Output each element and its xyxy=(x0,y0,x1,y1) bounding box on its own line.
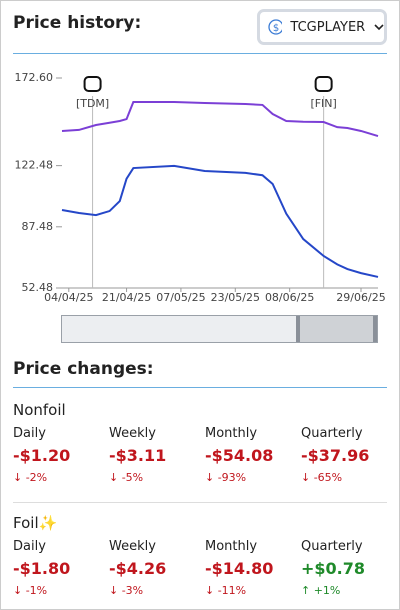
change-percent: ↓ -11% xyxy=(205,584,247,597)
chevron xyxy=(374,24,384,31)
section-name: Foil✨ xyxy=(13,514,58,532)
y-tick-label: 172.60 xyxy=(15,71,54,84)
set-icon xyxy=(314,76,333,92)
change-value: +$0.78 xyxy=(301,559,366,578)
range-slider[interactable] xyxy=(61,315,378,343)
slider-handle[interactable] xyxy=(296,316,300,342)
change-label: Daily xyxy=(13,426,46,441)
source-dropdown[interactable]: $ TCGPLAYER xyxy=(257,9,387,45)
change-label: Weekly xyxy=(109,426,156,441)
chart: 52.48 87.48 122.48 172.60 04/04/25 21/04/25 07… xyxy=(15,71,386,304)
change-label: Daily xyxy=(13,539,46,554)
change-value: -$1.80 xyxy=(13,559,71,578)
slider-window xyxy=(298,316,377,342)
price-changes-title: Price changes: xyxy=(13,359,154,379)
x-tick-label: 23/05/25 xyxy=(211,291,260,304)
change-value: -$1.20 xyxy=(13,446,71,465)
divider xyxy=(13,387,387,388)
change-percent: ↓ -3% xyxy=(109,584,144,597)
change-label: Weekly xyxy=(109,539,156,554)
divider xyxy=(13,53,387,54)
change-percent: ↑ +1% xyxy=(301,584,341,597)
change-value: -$4.26 xyxy=(109,559,167,578)
svg-text:$: $ xyxy=(273,23,279,34)
dropdown-label: TCGPLAYER xyxy=(290,19,366,35)
x-tick-label: 08/06/25 xyxy=(265,291,314,304)
price-history-title: Price history: xyxy=(13,13,142,33)
change-value: -$37.96 xyxy=(301,446,370,465)
change-percent: ↓ -65% xyxy=(301,471,343,484)
annotation-label: [TDM] xyxy=(76,97,109,110)
coin-icon: $ xyxy=(268,19,283,35)
change-percent: ↓ -5% xyxy=(109,471,144,484)
change-value: -$54.08 xyxy=(205,446,274,465)
x-tick-label: 21/04/25 xyxy=(102,291,151,304)
x-tick-label: 04/04/25 xyxy=(44,291,93,304)
change-label: Monthly xyxy=(205,539,258,554)
y-tick-label: 87.48 xyxy=(22,220,54,233)
change-value: -$14.80 xyxy=(205,559,274,578)
change-percent: ↓ -2% xyxy=(13,471,48,484)
y-tick-label: 52.48 xyxy=(22,281,54,294)
x-tick-label: 07/05/25 xyxy=(156,291,205,304)
annotation-label: [FIN] xyxy=(310,97,336,110)
slider-handle[interactable] xyxy=(373,316,377,342)
change-percent: ↓ -1% xyxy=(13,584,48,597)
section-name: Nonfoil xyxy=(13,401,66,419)
set-icon xyxy=(83,76,102,92)
change-label: Quarterly xyxy=(301,539,363,554)
change-label: Monthly xyxy=(205,426,258,441)
price-line xyxy=(61,100,379,138)
divider xyxy=(13,502,387,503)
change-label: Quarterly xyxy=(301,426,363,441)
price-line xyxy=(61,164,379,278)
x-tick-label: 29/06/25 xyxy=(336,291,385,304)
change-percent: ↓ -93% xyxy=(205,471,247,484)
y-tick-label: 122.48 xyxy=(15,159,54,172)
change-value: -$3.11 xyxy=(109,446,167,465)
